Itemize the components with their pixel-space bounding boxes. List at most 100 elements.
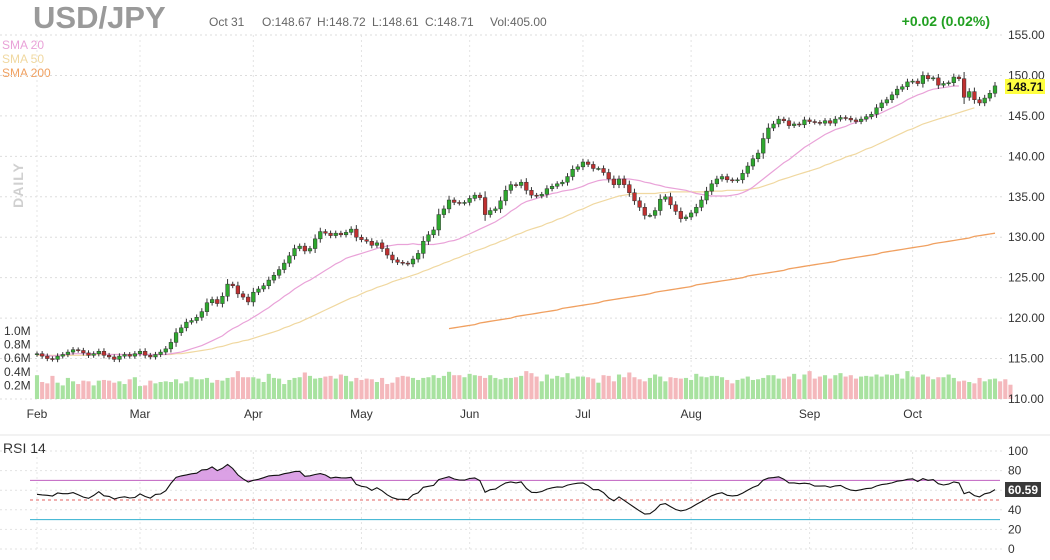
volume-bar [91,385,96,399]
candle-body [776,118,781,125]
volume-bar [101,379,107,399]
candle-body [143,351,148,356]
volume-bar [364,378,369,399]
candle-body [127,354,132,357]
price-tick-label: 145.00 [1008,109,1045,123]
volume-bar [874,374,879,399]
candle-body [884,99,889,104]
candle-body [168,342,174,350]
volume-bar [421,377,426,399]
volume-bar [498,379,503,399]
volume-bar [653,374,658,399]
rsi-tick-label: 40 [1008,503,1022,517]
price-tick-label: 140.00 [1008,149,1045,163]
month-tick-label: Aug [680,407,701,421]
candle-body [452,199,457,203]
volume-bar [735,379,740,399]
volume-bar [956,381,962,399]
candle-body [240,293,246,298]
volume-bar [225,377,230,399]
volume-bar [616,374,622,399]
month-tick-label: Jun [460,407,479,421]
candle-body [338,232,343,236]
volume-tick-label: 0.2M [4,378,31,392]
candle-body [328,232,333,236]
volume-bar [807,371,812,399]
candle-body [632,192,637,202]
volume-bar [786,376,792,399]
candle-body [967,91,972,98]
candle-body [498,200,503,210]
candle-body [349,228,354,233]
last-rsi-tag: 60.59 [1005,482,1041,497]
candle-body [766,127,771,139]
price-tick-label: 110.00 [1008,392,1044,406]
volume-bar [220,380,225,399]
volume-bar [534,376,539,399]
volume-bar [385,384,390,399]
volume-bar [55,382,60,399]
month-tick-label: Mar [130,407,151,421]
volume-bar [1003,379,1008,399]
candle-body [96,351,101,354]
volume-bar [323,376,328,399]
volume-bar [910,376,915,399]
candle-body [482,197,488,215]
candle-body [941,83,946,86]
volume-bar [117,381,122,399]
volume-bar [992,378,998,399]
candle-body [874,107,879,115]
volume-bar [235,371,240,399]
candle-body [220,296,225,304]
candle-body [210,299,215,303]
candle-body [534,194,539,197]
candle-body [292,248,297,257]
candle-body [797,123,802,126]
volume-bar [998,381,1003,399]
candle-body [60,354,65,357]
candle-body [910,80,915,83]
candle-body [148,355,153,358]
volume-bar [96,380,101,399]
volume-bar [761,377,766,399]
volume-bar [441,375,446,399]
volume-bar [606,375,611,399]
candle-body [730,179,735,182]
volume-bar [426,377,431,399]
volume-bar [802,374,807,399]
price-tick-label: 125.00 [1008,271,1045,285]
rsi-panel: 100806040200 [0,444,1028,556]
volume-bar [848,375,853,399]
volume-bar [349,381,354,399]
candle-body [323,231,328,234]
volume-bar [179,383,184,399]
candle-body [508,184,513,191]
volume-bar [395,377,400,399]
candle-body [637,200,642,208]
rsi-tick-label: 100 [1008,444,1028,458]
volume-bar [936,377,941,399]
candle-body [122,354,127,357]
period-label: DAILY [10,162,26,208]
month-tick-label: May [350,407,373,421]
volume-bar [632,377,637,399]
candle-body [385,248,390,256]
candle-body [50,358,55,360]
candle-body [843,117,848,119]
candle-body [946,82,951,84]
candle-body [735,179,740,182]
month-tick-label: Sep [799,407,821,421]
volume-bar [843,376,848,399]
volume-bar [503,377,508,399]
volume-bar [549,378,555,399]
volume-bar [210,382,215,399]
candle-body [570,169,575,177]
candle-body [359,236,364,240]
volume-bar [380,377,385,399]
candle-body [745,165,750,174]
volume-bar [781,378,786,399]
volume-bar [611,381,616,399]
volume-bar [137,386,143,399]
volume-bar [405,376,410,399]
candle-body [704,190,709,201]
